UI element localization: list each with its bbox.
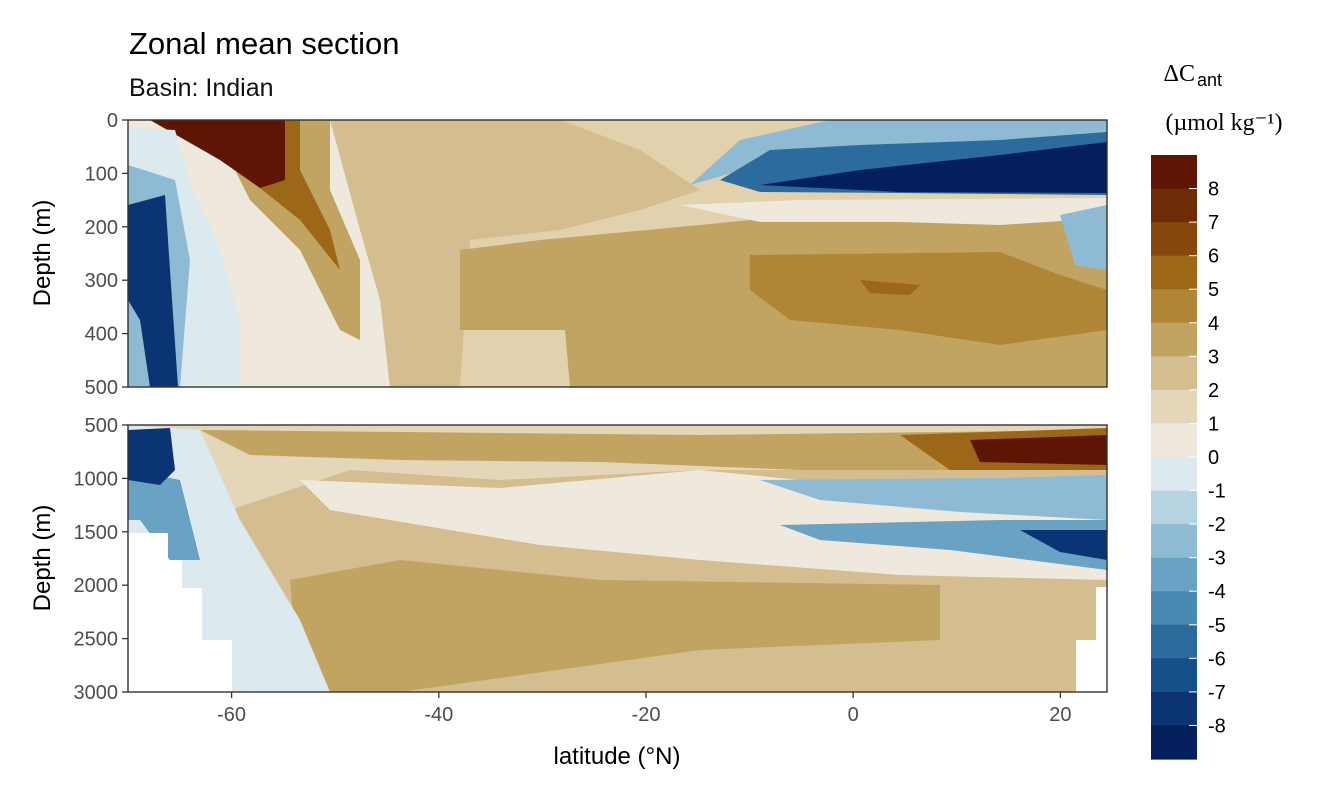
colorbar-swatch — [1151, 457, 1197, 492]
upper-region-surface-max — [150, 120, 285, 188]
upper-region-subsurface-light — [680, 198, 1107, 225]
y-tick-label-upper: 400 — [85, 324, 118, 346]
y-tick-label-lower: 500 — [85, 415, 118, 437]
upper-region-midlat — [330, 120, 700, 387]
panel-upper-field — [128, 120, 1107, 387]
colorbar-label: -1 — [1208, 481, 1226, 503]
colorbar-swatch — [1151, 624, 1197, 659]
y-tick-label-lower: 3000 — [74, 682, 119, 704]
panel-lower-border — [127, 424, 1108, 693]
lower-region-southern-core — [128, 428, 175, 485]
upper-region-north-rim-blue — [1060, 205, 1107, 270]
colorbar-swatch — [1151, 322, 1197, 357]
upper-region-deep-core — [750, 252, 1107, 345]
axes: 010020030040050050010001500200025003000-… — [74, 110, 1072, 726]
y-axis-title-lower: Depth (m) — [29, 505, 56, 612]
x-tick-label: 20 — [1049, 704, 1071, 726]
x-tick-label: -20 — [632, 704, 661, 726]
y-tick-label-upper: 500 — [85, 377, 118, 399]
upper-region-deep-max — [860, 280, 920, 295]
lower-region-north-core-1500 — [1020, 530, 1107, 560]
colorbar-swatch — [1151, 188, 1197, 223]
colorbar-label: 2 — [1208, 380, 1219, 402]
colorbar: ΔC ant (µmol kg⁻¹) 8 7 6 5 4 3 2 1 0 -1 -2 -3 -4 -5 -6… — [1151, 61, 1283, 760]
colorbar-label: 5 — [1208, 279, 1219, 301]
colorbar-swatch — [1151, 691, 1197, 727]
chart-subtitle: Basin: Indian — [129, 74, 274, 102]
y-tick-label-lower: 2500 — [74, 629, 119, 651]
y-tick-label-lower: 2000 — [74, 575, 119, 597]
chart-title: Zonal mean section — [129, 26, 400, 61]
colorbar-title: ΔC — [1164, 61, 1195, 87]
colorbar-swatch — [1151, 289, 1197, 324]
panel-upper-border — [127, 119, 1108, 388]
colorbar-swatch — [1151, 389, 1197, 425]
colorbar-label: -4 — [1208, 581, 1226, 603]
colorbar-label: 1 — [1208, 413, 1219, 435]
upper-region-brown-core — [160, 120, 340, 270]
y-tick-label-upper: 0 — [107, 110, 118, 132]
colorbar-swatch — [1151, 255, 1197, 290]
y-tick-label-upper: 200 — [85, 217, 118, 239]
y-tick-label-upper: 100 — [85, 163, 118, 185]
lower-region-seafloor-mask — [128, 533, 232, 692]
colorbar-labels: 8 7 6 5 4 3 2 1 0 -1 -2 -3 -4 -5 -6 -7 -8 — [1189, 179, 1226, 737]
lower-region-north-blue-1000 — [760, 475, 1107, 520]
colorbar-swatch — [1151, 222, 1197, 257]
colorbar-swatch — [1151, 155, 1197, 190]
colorbar-label: 6 — [1208, 246, 1219, 268]
panel-lower — [127, 424, 1108, 693]
y-tick-label-upper: 300 — [85, 270, 118, 292]
colorbar-swatch — [1151, 356, 1197, 391]
x-tick-label: -60 — [217, 704, 246, 726]
colorbar-label: 0 — [1208, 447, 1219, 469]
colorbar-swatch — [1151, 490, 1197, 525]
panel-upper — [127, 119, 1108, 388]
y-axis-title-upper: Depth (m) — [29, 200, 56, 307]
colorbar-label: -2 — [1208, 514, 1226, 536]
colorbar-label: -6 — [1208, 648, 1226, 670]
colorbar-label: -5 — [1208, 615, 1226, 637]
colorbar-units: (µmol kg⁻¹) — [1165, 110, 1282, 136]
lower-region-north-max — [970, 435, 1107, 465]
colorbar-swatch — [1151, 423, 1197, 458]
colorbar-label: 3 — [1208, 346, 1219, 368]
lower-region-top-brown — [200, 430, 1107, 470]
colorbar-swatches — [1151, 155, 1197, 760]
lower-region-north-seafloor-mask — [1076, 587, 1107, 692]
colorbar-swatch — [1151, 524, 1197, 559]
colorbar-label: 7 — [1208, 212, 1219, 234]
colorbar-title-subscript: ant — [1197, 70, 1222, 90]
colorbar-label: 4 — [1208, 313, 1219, 335]
colorbar-label: -8 — [1208, 715, 1226, 737]
colorbar-swatch — [1151, 725, 1197, 760]
x-axis-title: latitude (°N) — [554, 743, 681, 770]
lower-region-deep-tan — [290, 560, 940, 692]
upper-region-north-blue-edge — [690, 120, 1107, 185]
colorbar-swatch — [1151, 591, 1197, 626]
lower-region-southern-blue — [128, 470, 200, 560]
colorbar-swatch — [1151, 658, 1197, 693]
colorbar-swatch — [1151, 557, 1197, 592]
y-tick-label-lower: 1000 — [74, 468, 119, 490]
colorbar-label: 8 — [1208, 179, 1219, 201]
upper-region-southern-core — [128, 195, 178, 387]
panel-lower-field — [128, 425, 1107, 692]
x-tick-label: -40 — [424, 704, 453, 726]
colorbar-label: -3 — [1208, 548, 1226, 570]
colorbar-label: -7 — [1208, 682, 1226, 704]
upper-region-north-core — [760, 142, 1107, 193]
y-tick-label-lower: 1500 — [74, 522, 119, 544]
x-tick-label: 0 — [848, 704, 859, 726]
